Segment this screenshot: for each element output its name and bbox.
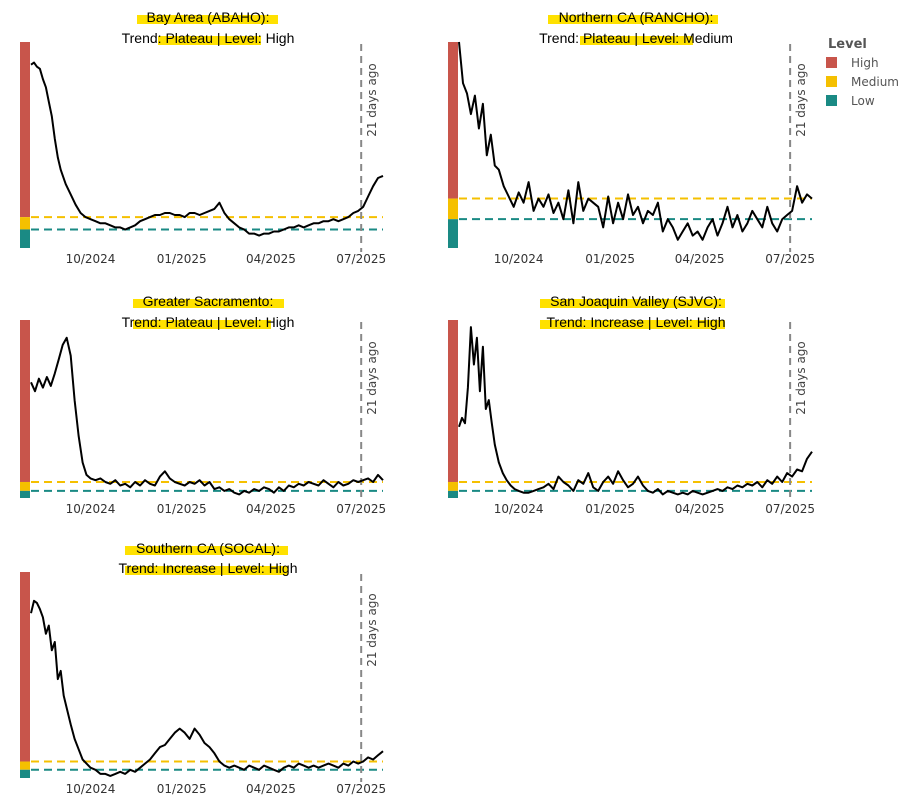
x-tick-label: 04/2025 [675,252,725,266]
level-band-low [20,229,30,248]
x-tick-label: 04/2025 [246,502,296,516]
x-tick-label: 04/2025 [246,782,296,796]
chart-subtitle: Trend: Plateau | Level: Medium [539,30,733,46]
x-tick-label: 01/2025 [585,502,635,516]
title-highlight-2 [125,566,288,575]
chart-subtitle: Trend: Increase | Level: High [547,314,726,330]
level-band-low [448,490,458,498]
legend-label-low: Low [851,94,875,108]
x-tick-label: 01/2025 [157,252,207,266]
level-band-high [20,320,30,482]
legend-label-high: High [851,56,879,70]
level-band-medium [20,761,30,770]
chart-title: Greater Sacramento: [143,293,274,309]
legend-swatch-low [826,95,837,106]
title-highlight-1 [540,299,725,308]
level-band-medium [448,198,458,220]
chart-panel-4: San Joaquin Valley (SJVC): Trend: Increas… [448,293,815,516]
level-band-low [20,769,30,778]
chart-title: Northern CA (RANCHO): [559,9,714,25]
series-line [30,599,384,777]
chart-title: Southern CA (SOCAL): [136,540,280,556]
marker-label: 21 days ago [365,593,379,667]
legend-label-medium: Medium [851,75,899,89]
level-band-medium [20,481,30,491]
title-highlight-1 [125,546,288,555]
series-line [458,326,813,496]
marker-label: 21 days ago [794,63,808,137]
level-band-low [20,490,30,498]
x-tick-label: 10/2024 [66,782,116,796]
chart-subtitle: Trend: Plateau | Level: High [122,314,295,330]
x-tick-label: 04/2025 [246,252,296,266]
title-highlight-2 [580,36,693,45]
marker-label: 21 days ago [365,63,379,137]
chart-subtitle: Trend: Plateau | Level: High [122,30,295,46]
legend-title: Level [828,37,867,52]
chart-title: Bay Area (ABAHO): [147,9,270,25]
level-band-high [20,572,30,762]
x-tick-label: 10/2024 [494,502,544,516]
level-band-low [448,219,458,248]
x-tick-label: 01/2025 [585,252,635,266]
chart-panel-1: Bay Area (ABAHO): Trend: Plateau | Level:… [20,9,386,266]
title-highlight-1 [133,299,284,308]
legend-swatch-medium [826,76,837,87]
title-highlight-2 [158,36,261,45]
x-tick-label: 07/2025 [336,502,386,516]
chart-title: San Joaquin Valley (SJVC): [550,293,722,309]
legend: Level High Medium Low [826,37,899,108]
level-band-medium [448,481,458,491]
title-highlight-1 [137,15,278,24]
level-band-high [448,320,458,482]
marker-label: 21 days ago [794,341,808,415]
level-band-high [20,42,30,218]
x-tick-label: 10/2024 [494,252,544,266]
series-line [458,41,813,241]
title-highlight-1 [548,15,718,24]
x-tick-label: 07/2025 [765,252,815,266]
marker-label: 21 days ago [365,341,379,415]
level-band-high [448,42,458,199]
x-tick-label: 01/2025 [157,502,207,516]
x-tick-label: 01/2025 [157,782,207,796]
chart-panel-2: Northern CA (RANCHO): Trend: Plateau | Le… [448,9,815,266]
x-tick-label: 07/2025 [765,502,815,516]
x-tick-label: 10/2024 [66,502,116,516]
title-highlight-2 [540,320,725,329]
legend-swatch-high [826,57,837,68]
chart-panel-3: Greater Sacramento: Trend: Plateau | Leve… [20,293,386,516]
chart-panel-5: Southern CA (SOCAL): Trend: Increase | Le… [20,540,386,796]
level-band-medium [20,217,30,230]
title-highlight-2 [133,320,271,329]
x-tick-label: 10/2024 [66,252,116,266]
series-line [30,336,384,496]
x-tick-label: 04/2025 [675,502,725,516]
chart-subtitle: Trend: Increase | Level: High [119,560,298,576]
series-line [30,61,384,237]
x-tick-label: 07/2025 [336,782,386,796]
x-tick-label: 07/2025 [336,252,386,266]
